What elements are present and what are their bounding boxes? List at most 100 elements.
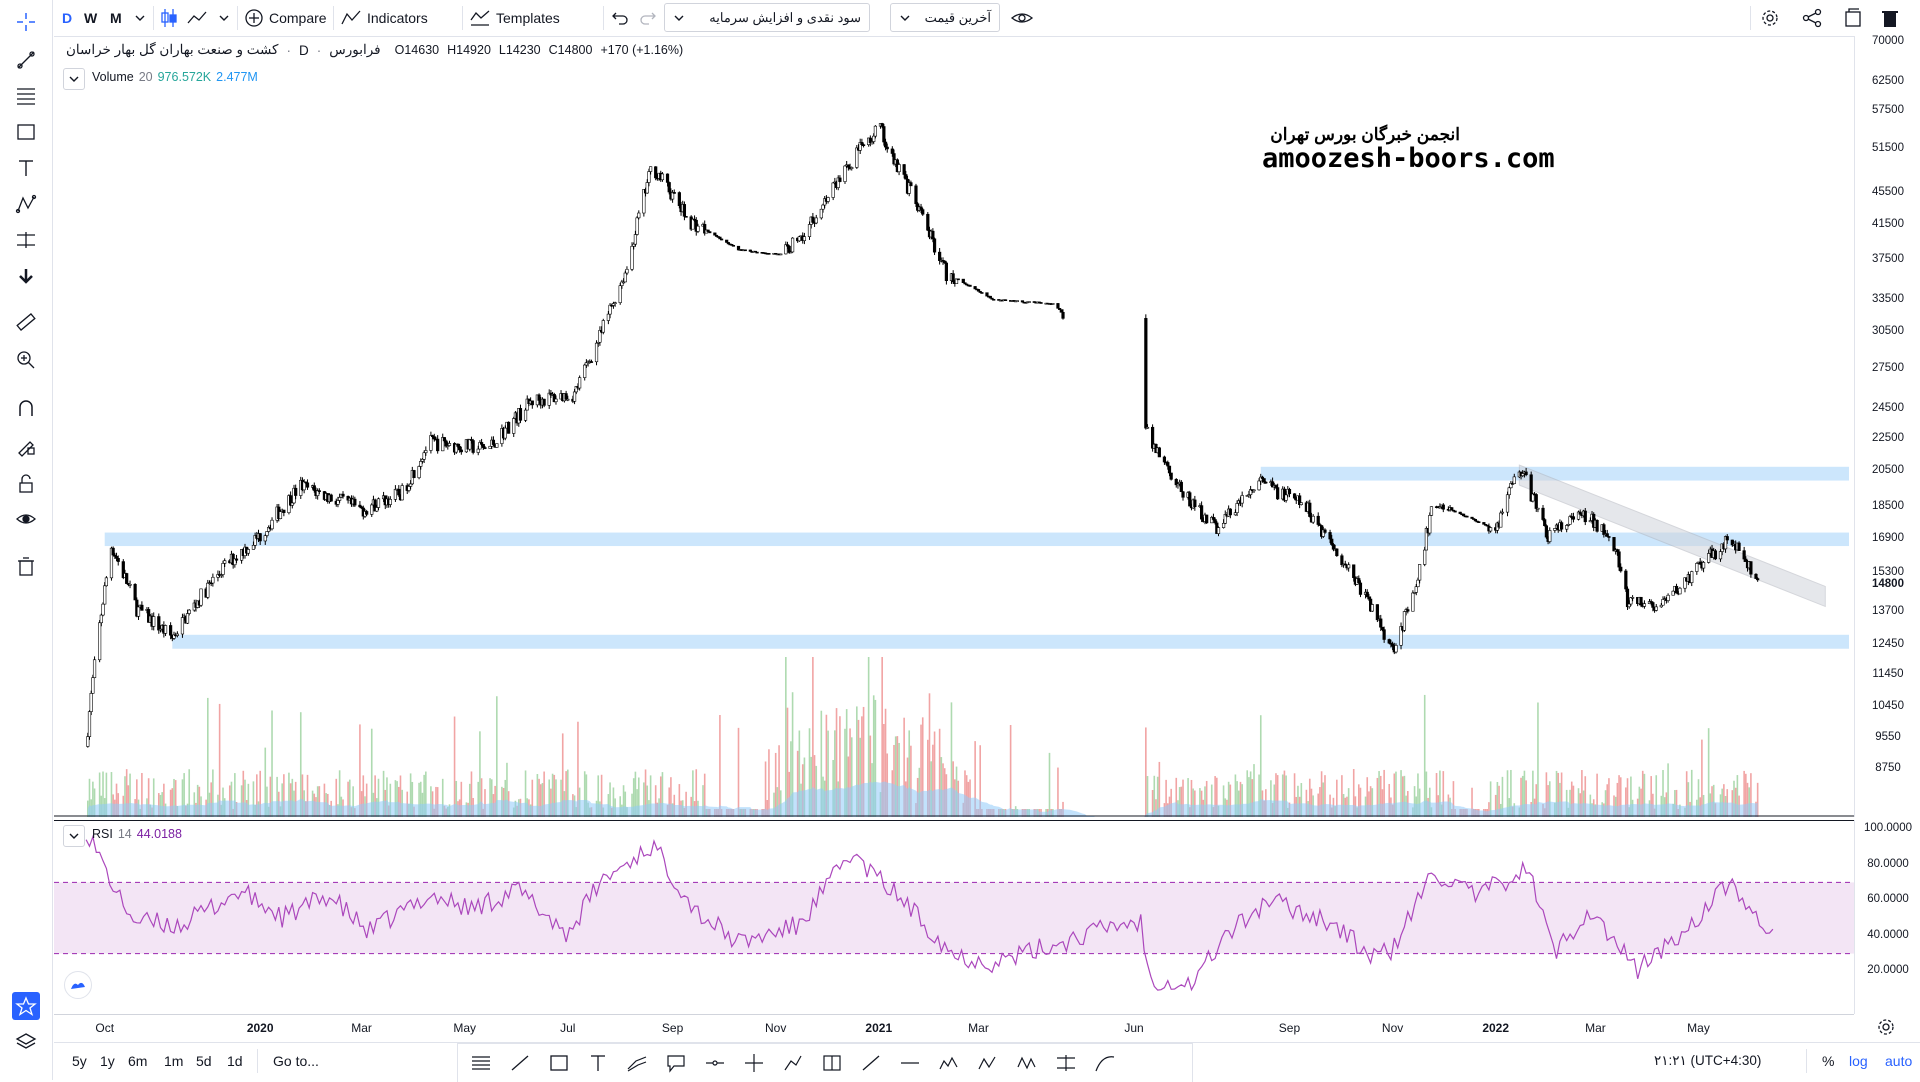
rsi-pane[interactable]: RSI 14 44.0188 <box>54 820 1854 1015</box>
candle-body <box>1213 519 1217 524</box>
crosshair-icon[interactable] <box>12 8 40 36</box>
chevron-down-icon <box>69 76 79 82</box>
text-tool-icon[interactable] <box>12 154 40 182</box>
volume-legend[interactable]: Volume 20 976.572K 2.477M <box>92 70 258 84</box>
position-tool-icon[interactable] <box>1049 1048 1083 1078</box>
price-chart-canvas[interactable] <box>54 36 1854 817</box>
main-chart-pane[interactable]: کشت و صنعت بهاران گل بهار خراسان · D · ف… <box>54 36 1854 817</box>
volume-bar <box>1439 770 1441 817</box>
favorites-star-icon[interactable] <box>12 992 40 1020</box>
path-tool-icon[interactable] <box>776 1048 810 1078</box>
prediction-tool-icon[interactable] <box>12 226 40 254</box>
share-icon[interactable] <box>1801 0 1823 36</box>
cross-line-tool-icon[interactable] <box>737 1048 771 1078</box>
magnet-icon[interactable] <box>12 394 40 422</box>
candle-body <box>1661 599 1665 606</box>
candle-body <box>157 616 161 631</box>
callout-tool-icon[interactable] <box>659 1048 693 1078</box>
candle-body <box>755 251 759 254</box>
price-axis[interactable]: 70000 62500 57500 51500 45500 41500 37500 33500… <box>1854 35 1920 817</box>
horizontal-lines-tool-icon[interactable] <box>464 1048 498 1078</box>
compare-button[interactable]: Compare <box>244 0 327 36</box>
candle-body <box>1223 514 1227 524</box>
xabcd-pattern-tool-icon[interactable] <box>1010 1048 1044 1078</box>
visibility-eye-icon[interactable] <box>1010 0 1034 36</box>
text-tool-icon[interactable] <box>581 1048 615 1078</box>
candle-body <box>358 504 362 508</box>
eye-icon[interactable] <box>12 505 40 533</box>
percent-scale-button[interactable]: % <box>1822 1053 1835 1069</box>
log-scale-button[interactable]: log <box>1849 1053 1868 1069</box>
symbol-name[interactable]: کشت و صنعت بهاران گل بهار خراسان <box>66 42 279 57</box>
interval-dropdown-icon[interactable] <box>134 0 146 36</box>
interval-m-button[interactable]: M <box>110 10 122 26</box>
tradingview-logo-icon[interactable] <box>64 971 92 999</box>
dividend-adjust-dropdown[interactable]: سود نقدی و افزایش سرمایه <box>664 3 870 32</box>
range-1d-button[interactable]: 1d <box>227 1053 243 1069</box>
rsi-axis[interactable]: 100.0000 80.0000 60.0000 40.0000 20.0000 <box>1854 820 1920 1014</box>
templates-button[interactable]: Templates <box>469 0 560 36</box>
candle-body <box>630 245 634 270</box>
abcd-pattern-tool-icon[interactable] <box>971 1048 1005 1078</box>
ruler-icon[interactable] <box>12 308 40 336</box>
range-5y-button[interactable]: 5y <box>72 1053 87 1069</box>
curve-tool-icon[interactable] <box>1088 1048 1122 1078</box>
horizontal-line-tool-icon[interactable] <box>893 1048 927 1078</box>
candle-body <box>1015 300 1019 302</box>
volume-bar <box>1746 782 1749 817</box>
volume-bar <box>1236 781 1238 817</box>
price-axis-label: 20500 <box>1872 464 1904 477</box>
chart-type-dropdown-icon[interactable] <box>218 0 230 36</box>
horizontal-ray-tool-icon[interactable] <box>698 1048 732 1078</box>
indicators-button[interactable]: Indicators <box>340 0 428 36</box>
auto-scale-button[interactable]: auto <box>1885 1053 1913 1069</box>
volume-bar <box>1557 772 1560 817</box>
pitchfork-tool-icon[interactable] <box>620 1048 654 1078</box>
stay-in-drawing-mode-icon[interactable] <box>12 432 40 460</box>
rsi-collapse-button[interactable] <box>63 825 85 847</box>
rsi-legend[interactable]: RSI 14 44.0188 <box>92 827 182 841</box>
snapshot-icon[interactable] <box>1842 0 1864 36</box>
trend-line-icon[interactable] <box>12 46 40 74</box>
volume-bar <box>847 756 850 817</box>
legend-collapse-button[interactable] <box>63 68 85 90</box>
candle-body <box>103 585 107 605</box>
settings-gear-icon[interactable] <box>1759 0 1781 36</box>
volume-bar <box>850 737 853 817</box>
zoom-in-icon[interactable] <box>12 346 40 374</box>
axis-settings-gear-icon[interactable] <box>1876 1017 1896 1040</box>
trash-icon[interactable] <box>12 552 40 580</box>
price-source-dropdown[interactable]: آخرین قیمت <box>890 3 1000 32</box>
undo-icon[interactable] <box>610 0 630 36</box>
rectangle-tool-icon[interactable] <box>542 1048 576 1078</box>
fib-retracement-icon[interactable] <box>12 82 40 110</box>
candle-body <box>1169 472 1173 480</box>
brush-tool-icon[interactable] <box>854 1048 888 1078</box>
object-tree-layers-icon[interactable] <box>12 1028 40 1056</box>
range-6m-button[interactable]: 6m <box>128 1053 148 1069</box>
range-1y-button[interactable]: 1y <box>100 1053 115 1069</box>
clock-timezone[interactable]: ۲۱:۲۱ (UTC+4:30) <box>1654 1053 1762 1068</box>
delete-trash-icon[interactable] <box>1879 0 1901 36</box>
volume-bar <box>808 728 811 817</box>
arrow-down-icon[interactable] <box>12 262 40 290</box>
candles-chart-type-icon[interactable] <box>158 0 180 36</box>
candle-body <box>1713 550 1718 560</box>
range-5d-button[interactable]: 5d <box>196 1053 212 1069</box>
line-chart-type-icon[interactable] <box>186 0 212 36</box>
rectangle-shape-icon[interactable] <box>12 118 40 146</box>
interval-w-button[interactable]: W <box>84 10 98 26</box>
pattern-tool-icon[interactable] <box>12 190 40 218</box>
volume-bar <box>551 773 554 817</box>
redo-icon[interactable] <box>638 0 658 36</box>
time-axis[interactable]: Oct 2020 Mar May Jul Sep Nov 2021 Mar Jun Sep Nov 20… <box>54 1014 1854 1041</box>
range-1m-button[interactable]: 1m <box>164 1053 184 1069</box>
candle-body <box>1020 300 1025 303</box>
goto-button[interactable]: Go to... <box>273 1053 319 1069</box>
lock-icon[interactable] <box>12 470 40 498</box>
elliott-wave-tool-icon[interactable] <box>932 1048 966 1078</box>
measure-tool-icon[interactable] <box>815 1048 849 1078</box>
rsi-canvas[interactable] <box>54 821 1854 1015</box>
interval-d-button[interactable]: D <box>62 10 73 26</box>
trend-line-tool-icon[interactable] <box>503 1048 537 1078</box>
